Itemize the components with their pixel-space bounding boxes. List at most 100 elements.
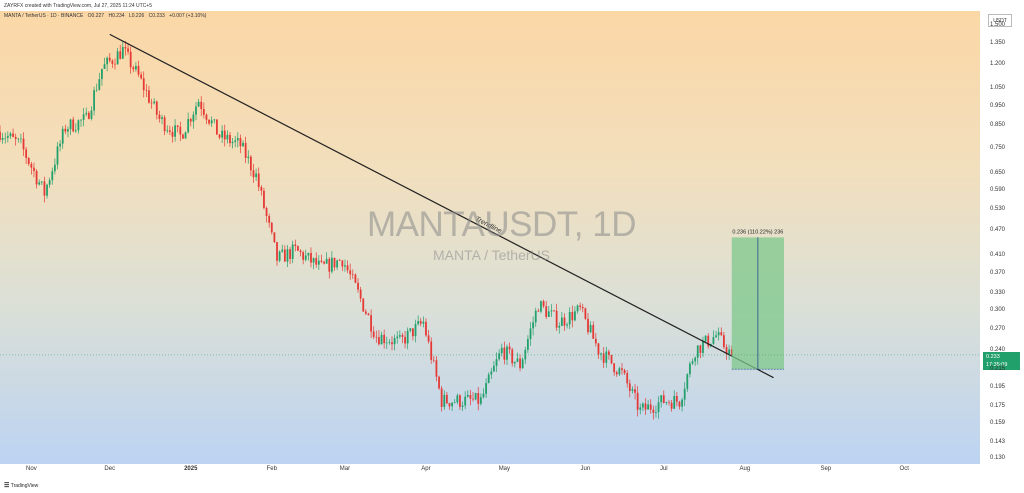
candle-body bbox=[694, 357, 697, 362]
candle-body bbox=[297, 246, 299, 251]
candle-body bbox=[503, 347, 506, 360]
candle-body bbox=[722, 335, 725, 348]
candle-body bbox=[660, 395, 663, 403]
candle-body bbox=[516, 358, 519, 362]
candle-body bbox=[247, 156, 250, 158]
candle-body bbox=[568, 311, 571, 325]
x-tick-label: Aug bbox=[739, 466, 751, 472]
footer-brand: ☰ TradingView bbox=[4, 482, 38, 489]
candle-body bbox=[304, 255, 307, 260]
candle-body bbox=[25, 149, 28, 158]
candle-body bbox=[584, 308, 587, 319]
candle-body bbox=[662, 395, 665, 403]
candle-body bbox=[142, 78, 145, 91]
candle-body bbox=[61, 128, 64, 144]
candle-body bbox=[689, 363, 691, 375]
legend-high: H0.234 bbox=[108, 13, 125, 19]
candle-body bbox=[229, 134, 231, 144]
candle-body bbox=[560, 317, 563, 326]
candle-body bbox=[200, 101, 203, 110]
candle-body bbox=[43, 181, 46, 196]
candle-body bbox=[472, 398, 474, 400]
candle-body bbox=[636, 392, 639, 410]
candle-body bbox=[278, 251, 281, 261]
candle-body bbox=[668, 402, 670, 403]
candle-body bbox=[589, 324, 592, 333]
candle-body bbox=[187, 119, 190, 133]
legend-change: +0.007 (+3.10%) bbox=[169, 13, 207, 19]
x-tick-label: Nov bbox=[26, 466, 37, 472]
candle-body bbox=[257, 173, 260, 188]
candle-body bbox=[610, 354, 613, 364]
candle-body bbox=[270, 222, 273, 233]
measure-label: 0.236 (110.22%) 236 bbox=[732, 229, 783, 235]
candle-body bbox=[553, 310, 555, 312]
candle-body bbox=[506, 346, 508, 360]
candle-body bbox=[336, 260, 339, 268]
candle-body bbox=[686, 374, 689, 389]
candle-body bbox=[594, 338, 597, 344]
candle-body bbox=[370, 315, 372, 332]
candle-body bbox=[440, 388, 443, 407]
candle-body bbox=[208, 119, 210, 124]
candle-body bbox=[558, 325, 561, 328]
candle-body bbox=[730, 349, 733, 355]
candle-body bbox=[328, 258, 331, 272]
candle-body bbox=[398, 335, 401, 337]
candle-body bbox=[673, 395, 676, 409]
candle-body bbox=[137, 65, 140, 75]
x-tick-label: Jun bbox=[580, 466, 591, 472]
candle-body bbox=[216, 119, 218, 135]
candle-body bbox=[683, 388, 686, 400]
candle-body bbox=[545, 306, 548, 317]
candle-body bbox=[182, 134, 184, 139]
x-tick-label: Dec bbox=[104, 466, 116, 472]
legend-low: L0.226 bbox=[128, 13, 145, 19]
candle-body bbox=[563, 317, 566, 326]
candle-body bbox=[427, 335, 430, 342]
candle-body bbox=[218, 134, 221, 138]
y-tick-label: 1.500 bbox=[990, 21, 1006, 28]
candle-body bbox=[508, 346, 511, 350]
y-tick-label: 0.370 bbox=[990, 269, 1006, 276]
last-price-value: 0.233 bbox=[986, 354, 1000, 360]
candle-body bbox=[493, 365, 495, 372]
candle-body bbox=[286, 249, 289, 262]
candle-body bbox=[388, 342, 391, 343]
candle-body bbox=[48, 180, 51, 185]
candle-body bbox=[9, 133, 12, 137]
candle-body bbox=[628, 383, 631, 391]
symbol-watermark-sub: MANTA / TetherUS bbox=[433, 247, 550, 263]
symbol-watermark: MANTAUSDT, 1D bbox=[367, 205, 637, 244]
y-tick-label: 0.410 bbox=[990, 251, 1006, 258]
candle-body bbox=[391, 342, 393, 345]
candle-body bbox=[205, 114, 208, 120]
candle-body bbox=[161, 117, 163, 119]
candle-body bbox=[320, 260, 323, 262]
plot-area[interactable] bbox=[0, 11, 980, 464]
candle-body bbox=[252, 170, 255, 178]
candle-body bbox=[114, 63, 116, 65]
candle-body bbox=[171, 131, 174, 137]
x-tick-label: May bbox=[498, 466, 511, 472]
candle-body bbox=[244, 142, 247, 158]
price-axis[interactable] bbox=[980, 11, 1024, 464]
candle-body bbox=[119, 51, 122, 59]
candle-body bbox=[445, 394, 448, 404]
y-tick-label: 1.350 bbox=[990, 40, 1006, 47]
candle-body bbox=[330, 257, 333, 272]
candle-body bbox=[195, 106, 197, 115]
candle-body bbox=[529, 328, 532, 340]
candle-body bbox=[550, 310, 553, 312]
candle-body bbox=[699, 345, 702, 353]
candle-body bbox=[526, 339, 529, 350]
x-tick-label: Sep bbox=[820, 466, 832, 472]
candle-body bbox=[453, 402, 456, 403]
currency-button[interactable]: USDT bbox=[988, 14, 1012, 27]
candle-body bbox=[571, 311, 574, 321]
candle-body bbox=[681, 399, 683, 407]
candle-body bbox=[576, 305, 579, 312]
candle-body bbox=[176, 125, 179, 127]
candle-body bbox=[385, 342, 388, 344]
